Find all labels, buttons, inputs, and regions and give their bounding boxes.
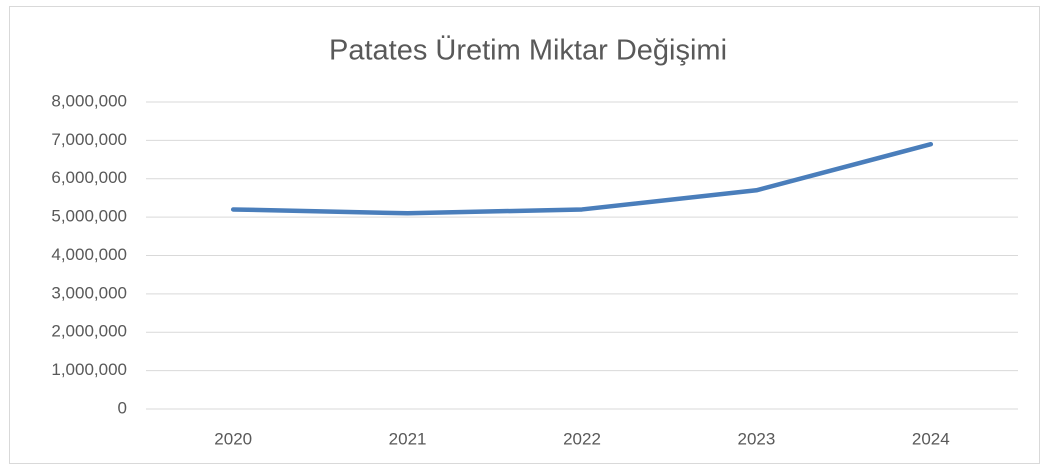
y-tick-label: 0 bbox=[118, 398, 127, 417]
y-tick-label: 3,000,000 bbox=[51, 283, 127, 302]
x-tick-label: 2020 bbox=[214, 429, 252, 448]
y-tick-label: 1,000,000 bbox=[51, 360, 127, 379]
y-tick-label: 4,000,000 bbox=[51, 245, 127, 264]
x-tick-label: 2024 bbox=[912, 429, 950, 448]
y-tick-label: 8,000,000 bbox=[51, 91, 127, 110]
y-tick-label: 2,000,000 bbox=[51, 322, 127, 341]
y-tick-label: 5,000,000 bbox=[51, 207, 127, 226]
x-tick-label: 2021 bbox=[389, 429, 427, 448]
chart-border bbox=[9, 6, 1040, 464]
chart-title: Patates Üretim Miktar Değişimi bbox=[329, 35, 727, 67]
y-tick-label: 6,000,000 bbox=[51, 168, 127, 187]
y-tick-label: 7,000,000 bbox=[51, 130, 127, 149]
x-tick-label: 2023 bbox=[737, 429, 775, 448]
x-tick-label: 2022 bbox=[563, 429, 601, 448]
line-series bbox=[230, 141, 934, 216]
